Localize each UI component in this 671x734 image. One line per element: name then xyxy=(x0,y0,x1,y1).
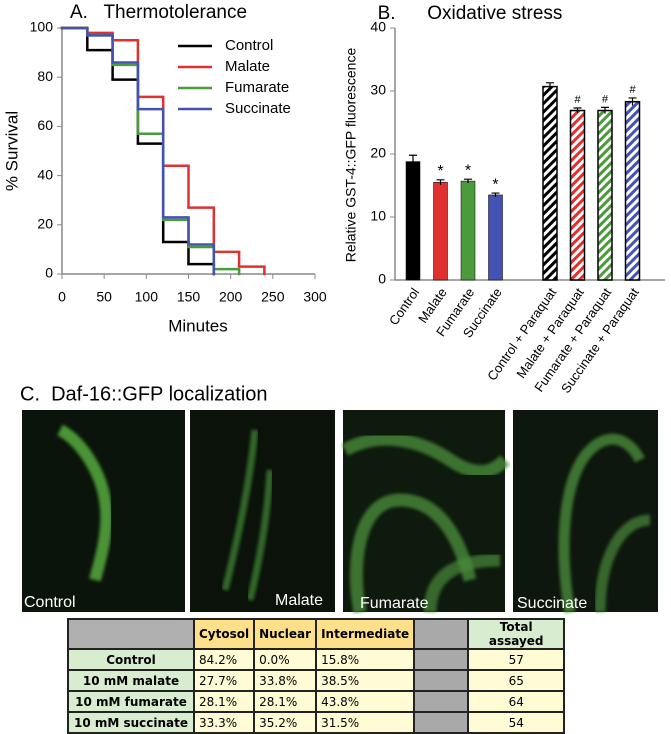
micrograph xyxy=(341,410,510,614)
cell: Control xyxy=(67,648,195,671)
image-label: Malate xyxy=(275,592,323,609)
cell xyxy=(413,669,470,692)
error-bar xyxy=(409,154,417,168)
bar xyxy=(597,109,613,281)
significance-marker: * xyxy=(437,163,443,180)
error-bar xyxy=(464,178,472,183)
cell xyxy=(413,711,470,734)
cell: 33.3% xyxy=(192,711,256,734)
bar xyxy=(460,180,476,281)
y-tick-label: 60 xyxy=(37,117,53,133)
x-tick-label: 300 xyxy=(303,289,327,305)
y-axis-label: Relative GST-4::GFP fluorescence xyxy=(343,48,359,263)
cell: 57 xyxy=(467,648,566,671)
panel-b-title: B. Oxidative stress xyxy=(378,3,563,24)
cell: 35.2% xyxy=(253,711,318,734)
legend-label: Succinate xyxy=(225,100,291,117)
table-row: Control 84.2% 0.0% 15.8% 57 xyxy=(67,648,566,671)
cell xyxy=(413,648,470,671)
significance-marker: # xyxy=(602,93,609,105)
table-row: 10 mM succinate 33.3% 35.2% 31.5% 54 xyxy=(67,711,566,734)
error-bar xyxy=(628,97,637,106)
significance-marker: * xyxy=(465,162,471,179)
bar xyxy=(488,194,503,281)
image-label: Control xyxy=(24,594,76,611)
x-tick-label: 0 xyxy=(58,289,66,305)
cell xyxy=(413,690,470,713)
series xyxy=(60,26,241,276)
cell: 28.1% xyxy=(192,690,256,713)
x-tick-label: 100 xyxy=(135,289,159,305)
error-bar xyxy=(436,179,445,185)
micrograph xyxy=(22,410,185,612)
legend-label: Fumarate xyxy=(225,79,289,96)
error-bar xyxy=(601,106,609,114)
x-tick-label: 150 xyxy=(177,289,201,305)
y-tick-label: 0 xyxy=(45,265,53,281)
cell: 54 xyxy=(467,711,566,734)
x-axis-label: Minutes xyxy=(168,316,228,335)
y-tick-label: 80 xyxy=(37,68,53,84)
y-tick-label: 100 xyxy=(30,19,54,35)
significance-marker: * xyxy=(492,176,498,193)
x-tick-label: Control xyxy=(386,285,422,328)
header-cell: Cytosol xyxy=(192,618,256,650)
cell: 27.7% xyxy=(192,669,256,692)
y-tick-label: 40 xyxy=(37,166,53,182)
significance-marker: # xyxy=(629,84,636,96)
table-row: 10 mM fumarate 28.1% 28.1% 43.8% 64 xyxy=(67,690,566,713)
cell: 38.5% xyxy=(315,669,416,692)
image-label: Fumarate xyxy=(360,595,429,612)
cell: 10 mM succinate xyxy=(67,711,195,734)
bar xyxy=(624,100,641,281)
y-tick-label: 0 xyxy=(378,271,386,287)
error-bar xyxy=(546,82,554,91)
header-cell: Nuclear xyxy=(253,618,318,650)
bar xyxy=(433,182,448,281)
cell: 10 mM malate xyxy=(67,669,195,692)
table: Cytosol Nuclear Intermediate Total assay… xyxy=(67,618,566,734)
cell: 28.1% xyxy=(253,690,318,713)
image-label: Succinate xyxy=(517,595,587,612)
y-tick-label: 30 xyxy=(370,82,386,98)
bar xyxy=(542,85,558,281)
x-tick-label: 250 xyxy=(261,289,285,305)
x-tick-label: 200 xyxy=(219,289,243,305)
panel-c-title: C. Daf-16::GFP localization xyxy=(20,383,268,405)
y-tick-label: 20 xyxy=(37,216,53,232)
micrograph xyxy=(190,410,335,612)
cell: 10 mM fumarate xyxy=(67,690,195,713)
micrograph xyxy=(513,410,658,614)
cell: 64 xyxy=(467,690,566,713)
table-header: Cytosol Nuclear Intermediate Total assay… xyxy=(67,618,566,650)
legend-label: Control xyxy=(225,37,273,54)
cell: 31.5% xyxy=(315,711,416,734)
bar xyxy=(569,109,586,281)
cell: 15.8% xyxy=(315,648,416,671)
significance-marker: # xyxy=(574,94,581,106)
header-cell: Total assayed xyxy=(467,618,566,650)
y-tick-label: 40 xyxy=(370,19,386,35)
cell: 0.0% xyxy=(253,648,318,671)
y-tick-label: 10 xyxy=(370,208,386,224)
panel-a-title: A. Thermotolerance xyxy=(70,2,247,23)
legend-label: Malate xyxy=(225,58,270,75)
cell: 33.8% xyxy=(253,669,318,692)
x-tick-label: 50 xyxy=(96,289,112,305)
y-axis-label: % Survival xyxy=(2,111,21,191)
cell: 43.8% xyxy=(315,690,416,713)
cell xyxy=(67,618,195,650)
cell: 84.2% xyxy=(192,648,256,671)
cell: 65 xyxy=(467,669,566,692)
table-row: 10 mM malate 27.7% 33.8% 38.5% 65 xyxy=(67,669,566,692)
bar xyxy=(405,161,421,281)
header-cell: Intermediate xyxy=(315,618,416,650)
cell xyxy=(413,618,470,650)
y-tick-label: 20 xyxy=(370,145,386,161)
series xyxy=(60,26,216,276)
figure: A. Thermotolerance Minutes % Survival B.… xyxy=(2,2,665,614)
error-bar xyxy=(573,107,582,114)
error-bar xyxy=(491,192,500,197)
